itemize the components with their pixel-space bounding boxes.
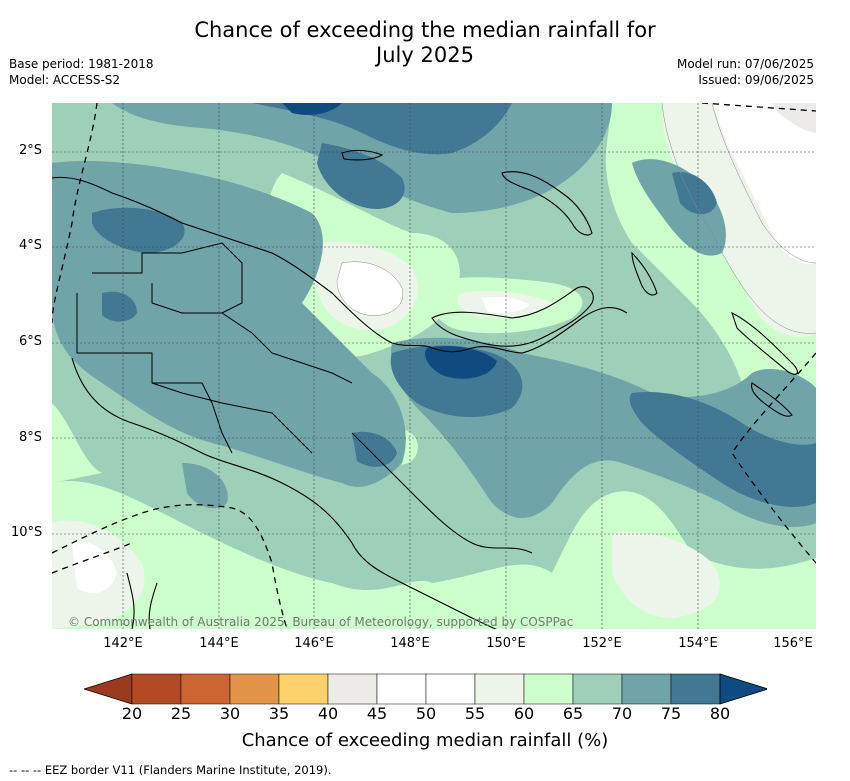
lat-label-8s: 8°S <box>19 430 43 445</box>
colorbar-tick-label: 50 <box>415 704 437 723</box>
title-line-2: July 2025 <box>376 43 474 67</box>
colorbar-tick-label: 75 <box>660 704 682 723</box>
model-run-text: Model run: 07/06/2025 <box>676 57 814 71</box>
colorbar-segment <box>572 673 623 705</box>
coastlines <box>52 149 798 629</box>
colorbar-title: Chance of exceeding median rainfall (%) <box>241 730 609 751</box>
contour-band-75-80 <box>92 103 816 507</box>
chart-title: Chance of exceeding the median rainfall … <box>0 18 850 68</box>
lon-label-152e: 152°E <box>582 636 622 651</box>
colorbar-segment <box>474 673 525 705</box>
colorbar-segment <box>621 673 672 705</box>
colorbar-segment <box>425 673 476 705</box>
colorbar-tick-label: 60 <box>513 704 535 723</box>
lat-label-6s: 6°S <box>19 334 43 349</box>
colorbar-tick-label: 65 <box>562 704 584 723</box>
eez-borders <box>52 103 816 629</box>
lat-label-4s: 4°S <box>19 238 43 253</box>
colorbar-segment <box>278 673 329 705</box>
colorbar-tick-label: 70 <box>611 704 633 723</box>
colorbar-tick-label: 45 <box>366 704 388 723</box>
province-boundaries <box>76 242 353 454</box>
rainfall-map: © Commonwealth of Australia 2025, Bureau… <box>52 103 816 629</box>
colorbar-tick-label: 35 <box>268 704 290 723</box>
colorbar-extend-high <box>719 673 767 705</box>
contour-lines <box>336 103 816 334</box>
meta-left: Base period: 1981-2018 Model: ACCESS-S2 <box>9 56 154 88</box>
eez-legend-text: -- -- -- EEZ border V11 (Flanders Marine… <box>9 763 332 777</box>
graticule <box>52 103 816 629</box>
lon-label-148e: 148°E <box>390 636 430 651</box>
copyright-text: © Commonwealth of Australia 2025, Bureau… <box>68 615 573 629</box>
colorbar-segment <box>327 673 378 705</box>
issued-text: Issued: 09/06/2025 <box>698 73 814 87</box>
colorbar-tick-label: 55 <box>464 704 486 723</box>
colorbar-extend-low <box>84 673 133 705</box>
colorbar-segment <box>670 673 721 705</box>
colorbar-segment <box>523 673 574 705</box>
model-text: Model: ACCESS-S2 <box>9 73 121 87</box>
colorbar-tick-label: 20 <box>121 704 143 723</box>
lon-label-156e: 156°E <box>773 636 813 651</box>
lon-label-142e: 142°E <box>103 636 143 651</box>
colorbar <box>84 673 767 705</box>
colorbar-tick-label: 80 <box>709 704 731 723</box>
lon-label-150e: 150°E <box>486 636 526 651</box>
colorbar-tick-label: 25 <box>170 704 192 723</box>
colorbar-segment <box>131 673 182 705</box>
colorbar-segment <box>229 673 280 705</box>
colorbar-tick-label: 40 <box>317 704 339 723</box>
contour-band-above-80 <box>282 103 497 379</box>
contour-band-45-55 <box>72 103 816 593</box>
lon-label-146e: 146°E <box>294 636 334 651</box>
title-line-1: Chance of exceeding the median rainfall … <box>194 18 656 42</box>
lat-label-2s: 2°S <box>19 143 43 158</box>
base-period-text: Base period: 1981-2018 <box>9 57 154 71</box>
lat-label-10s: 10°S <box>11 525 43 540</box>
colorbar-tick-label: 30 <box>219 704 241 723</box>
colorbar-segment <box>180 673 231 705</box>
lon-label-154e: 154°E <box>678 636 718 651</box>
colorbar-segment <box>376 673 427 705</box>
lon-label-144e: 144°E <box>199 636 239 651</box>
meta-right: Model run: 07/06/2025 Issued: 09/06/2025 <box>677 56 814 88</box>
